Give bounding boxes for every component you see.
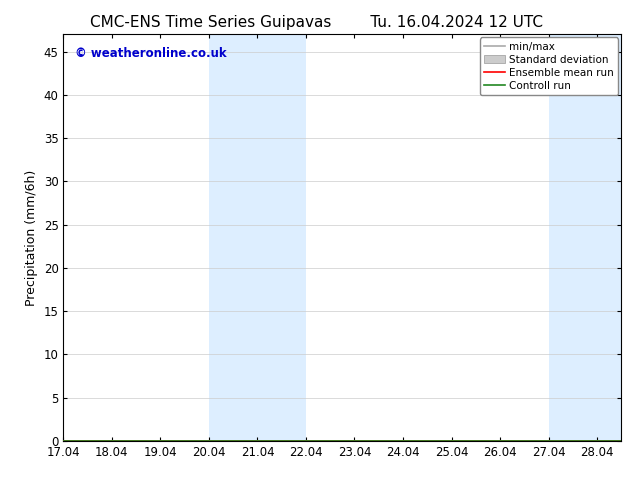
Legend: min/max, Standard deviation, Ensemble mean run, Controll run: min/max, Standard deviation, Ensemble me…	[480, 37, 618, 95]
Bar	[548, 34, 621, 441]
Bar	[209, 34, 306, 441]
Text: CMC-ENS Time Series Guipavas        Tu. 16.04.2024 12 UTC: CMC-ENS Time Series Guipavas Tu. 16.04.2…	[91, 15, 543, 30]
Text: © weatheronline.co.uk: © weatheronline.co.uk	[75, 47, 226, 59]
Y-axis label: Precipitation (mm/6h): Precipitation (mm/6h)	[25, 170, 38, 306]
